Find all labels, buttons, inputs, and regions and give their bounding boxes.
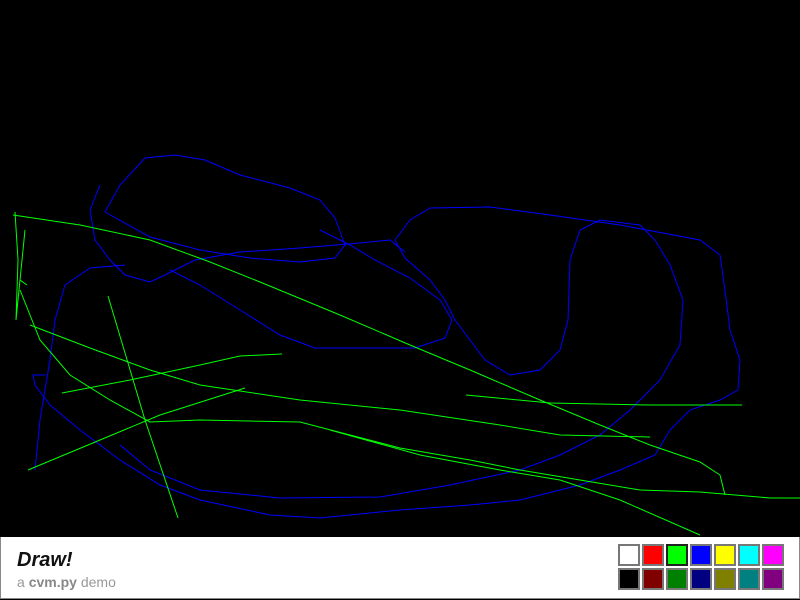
blue-stroke: [104, 154, 346, 263]
green-stroke: [465, 394, 742, 406]
color-swatch[interactable]: [762, 544, 784, 566]
color-palette: [618, 544, 786, 592]
color-swatch[interactable]: [738, 544, 760, 566]
color-swatch[interactable]: [618, 544, 640, 566]
color-swatch[interactable]: [714, 568, 736, 590]
green-stroke: [27, 387, 246, 471]
subtitle-suffix: demo: [80, 574, 116, 590]
color-swatch[interactable]: [642, 544, 664, 566]
color-swatch[interactable]: [642, 568, 664, 590]
color-swatch[interactable]: [666, 568, 688, 590]
color-swatch[interactable]: [618, 568, 640, 590]
green-stroke: [329, 429, 701, 536]
color-swatch[interactable]: [738, 568, 760, 590]
green-stroke: [14, 211, 28, 321]
green-stroke: [29, 324, 651, 438]
blue-stroke: [32, 206, 741, 519]
subtitle-brand: cvm.py: [28, 574, 77, 590]
color-swatch[interactable]: [690, 544, 712, 566]
color-swatch[interactable]: [690, 568, 712, 590]
blue-stroke: [89, 184, 406, 283]
footer-bar: Draw! a cvm.py demo: [0, 537, 800, 599]
subtitle-prefix: a: [17, 574, 25, 590]
green-stroke: [107, 295, 179, 519]
color-swatch[interactable]: [762, 568, 784, 590]
blue-stroke: [169, 229, 453, 349]
color-swatch[interactable]: [714, 544, 736, 566]
app-subtitle: a cvm.py demo: [17, 574, 116, 590]
green-stroke: [61, 353, 283, 394]
blue-stroke: [34, 264, 126, 471]
drawing-canvas[interactable]: [0, 0, 800, 537]
green-stroke: [12, 214, 726, 496]
color-swatch[interactable]: [666, 544, 688, 566]
app-title: Draw!: [17, 549, 73, 571]
